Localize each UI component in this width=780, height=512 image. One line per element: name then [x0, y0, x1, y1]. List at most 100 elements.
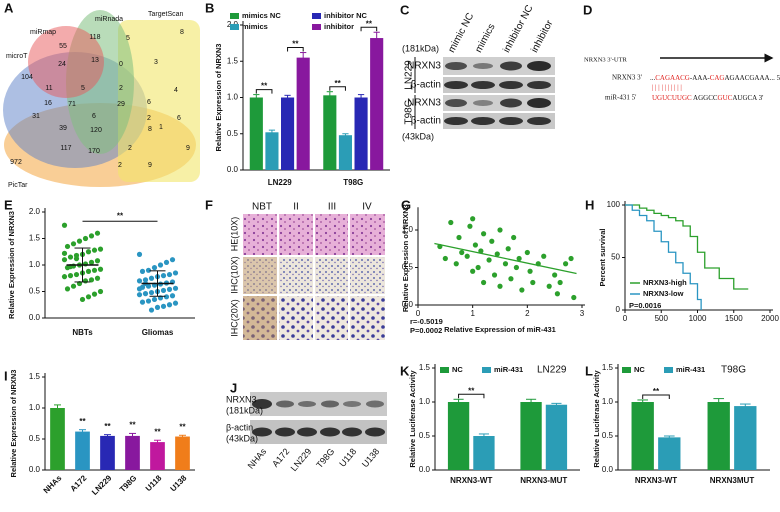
x-tick-label: 1000 — [689, 314, 707, 323]
y-tick-label: 1.0 — [227, 93, 239, 102]
venn-count: 104 — [21, 74, 33, 81]
point — [67, 254, 74, 260]
venn-set-label: microT — [6, 53, 28, 60]
blot-label: NRXN3 — [226, 394, 257, 404]
stain — [243, 296, 277, 340]
point — [67, 273, 74, 279]
significance: ** — [104, 422, 111, 431]
point — [166, 302, 173, 308]
y-tick-label: 1.5 — [419, 363, 431, 372]
column-label: III — [328, 202, 336, 213]
legend-label: inhibitor — [324, 22, 354, 31]
point — [151, 296, 158, 303]
utr-label: NRXN3 3'-UTR — [584, 56, 628, 63]
point — [148, 307, 155, 313]
panel-label: D — [583, 2, 592, 17]
lane-label: U118 — [337, 446, 358, 468]
sequence-part: CAG — [710, 74, 725, 82]
point — [91, 267, 98, 273]
legend-swatch — [622, 367, 631, 373]
point — [470, 268, 476, 274]
blot-strip — [250, 392, 387, 416]
venn-count: 6 — [92, 113, 96, 120]
venn-count: 2 — [128, 145, 132, 152]
venn-count: 16 — [44, 100, 52, 107]
sequence: UGUCUUGC AGGCCGUCAUGCA 3' — [652, 94, 763, 102]
point — [571, 294, 577, 301]
x-tick-label: Gliomas — [142, 328, 174, 337]
point — [530, 279, 536, 286]
lane-label: A172 — [270, 446, 291, 469]
bar — [280, 97, 295, 170]
bar — [249, 97, 263, 170]
point — [145, 267, 152, 273]
panel-label: L — [585, 363, 593, 378]
point — [91, 247, 98, 253]
row-label: IHC(20X) — [229, 299, 239, 337]
point — [136, 251, 143, 257]
venn-count: 170 — [88, 148, 100, 155]
panel-label: J — [230, 380, 237, 395]
venn-count: 972 — [10, 159, 22, 166]
panel-label: C — [400, 2, 410, 17]
pairing: | | | | | | | | | | — [652, 84, 682, 92]
bar — [338, 135, 353, 170]
point — [508, 276, 514, 282]
point — [513, 264, 520, 271]
point — [79, 296, 86, 303]
point — [61, 274, 68, 280]
annotation: r=-0.5019 — [410, 317, 443, 326]
legend-label: NC — [452, 365, 463, 374]
significance: ** — [653, 387, 660, 396]
point — [160, 287, 167, 294]
point — [459, 249, 465, 256]
x-tick-label: A172 — [69, 473, 89, 493]
chart-title: T98G — [721, 365, 746, 376]
y-tick-label: 0 — [616, 305, 621, 314]
bar — [447, 402, 470, 470]
point — [73, 271, 80, 278]
chart-title: LN229 — [537, 365, 567, 376]
venn-count: 8 — [148, 126, 152, 133]
legend-swatch — [482, 367, 491, 373]
venn-count: 29 — [117, 101, 125, 108]
legend-label: NC — [634, 365, 645, 374]
lane-label: mimic NC — [446, 11, 476, 54]
point — [139, 299, 146, 305]
point — [475, 264, 481, 271]
y-tick-label: 1.5 — [29, 372, 41, 381]
panel-label: F — [205, 197, 213, 212]
x-tick-label: NRXN3-WT — [450, 476, 492, 485]
y-tick-label: 0.0 — [602, 465, 614, 474]
venn-count: 2 — [119, 85, 123, 92]
venn-count: 1 — [159, 124, 163, 131]
point — [163, 259, 170, 265]
sequence-part: AUGCA 3' — [732, 94, 763, 102]
row-label: IHC(10X) — [229, 256, 239, 294]
column-label: NBT — [252, 202, 272, 213]
legend-label: NRXN3-low — [643, 289, 684, 298]
venn-count: 31 — [32, 113, 40, 120]
y-tick-label: 1.0 — [402, 225, 414, 234]
point — [142, 291, 149, 297]
point — [563, 261, 569, 267]
venn-count: 5 — [126, 35, 130, 42]
point — [169, 257, 176, 263]
venn-set — [118, 20, 200, 182]
legend-label: inhibitor NC — [324, 11, 367, 20]
point — [70, 241, 77, 247]
lane-label: T98G — [314, 446, 336, 470]
point — [554, 291, 561, 297]
bar — [296, 57, 310, 170]
sequence-part: AGAACGAAA... 5' — [724, 74, 780, 82]
bar — [125, 435, 140, 470]
point — [546, 283, 552, 289]
legend-label: NRXN3-high — [643, 278, 687, 287]
venn-set-label: PicTar — [8, 182, 28, 189]
point — [88, 277, 95, 283]
point — [541, 253, 547, 259]
panel-label: K — [400, 363, 410, 378]
significance-bracket — [642, 394, 670, 399]
y-tick-label: 0.0 — [419, 465, 431, 474]
x-tick-label: NBTs — [72, 328, 93, 337]
